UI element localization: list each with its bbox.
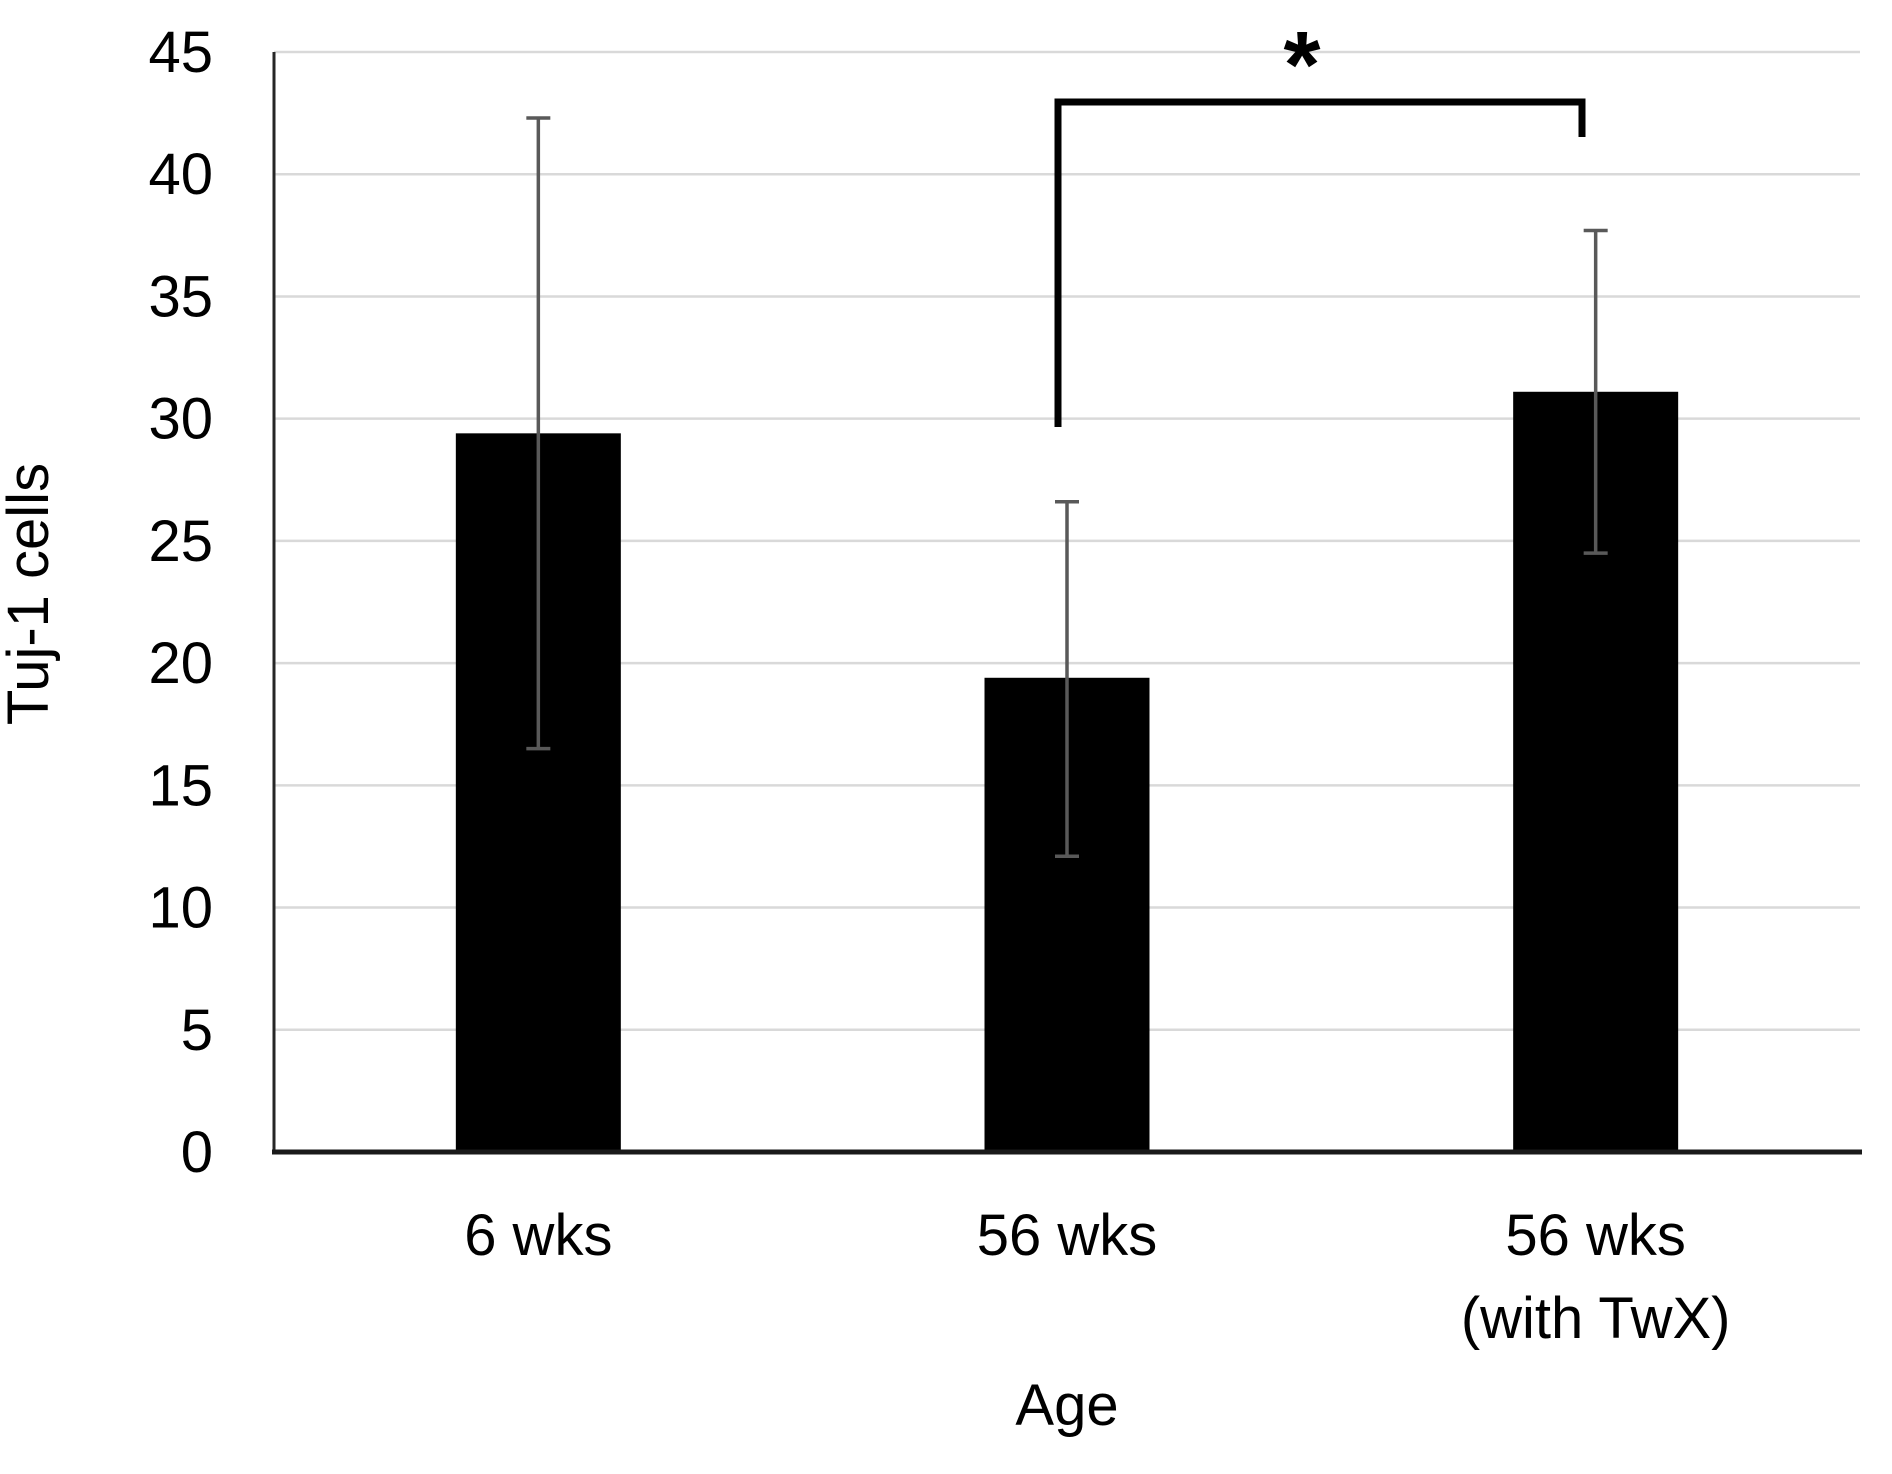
- y-tick-label-30: 30: [148, 387, 213, 452]
- y-tick-label-10: 10: [148, 876, 213, 941]
- y-tick-label-0: 0: [181, 1120, 213, 1185]
- y-tick-label-25: 25: [148, 509, 213, 574]
- x-category-label-56 wks (with TwX)-line2: (with TwX): [1461, 1286, 1731, 1351]
- y-tick-label-40: 40: [148, 142, 213, 207]
- x-axis-title: Age: [1015, 1373, 1118, 1438]
- y-tick-label-15: 15: [148, 753, 213, 818]
- x-category-labels: 6 wks 56 wks 56 wks (with TwX): [464, 1203, 1730, 1351]
- significance-bracket-group: *: [1054, 12, 1586, 427]
- y-tick-label-5: 5: [181, 998, 213, 1063]
- error-bars-group: [526, 116, 1608, 858]
- significance-bracket: [1054, 98, 1586, 427]
- y-axis-title: Tuj-1 cells: [0, 463, 61, 725]
- y-tick-label-20: 20: [148, 631, 213, 696]
- y-tick-label-35: 35: [148, 264, 213, 329]
- significance-asterisk: *: [1284, 12, 1321, 118]
- y-tick-label-45: 45: [148, 20, 213, 85]
- x-category-label-56 wks (with TwX)-line1: 56 wks: [1505, 1203, 1686, 1268]
- x-category-label-6 wks-line1: 6 wks: [464, 1203, 612, 1268]
- x-category-label-56 wks-line1: 56 wks: [977, 1203, 1158, 1268]
- y-axis-tick-labels: 0 5 10 15 20 25 30 35 40 45: [148, 20, 213, 1185]
